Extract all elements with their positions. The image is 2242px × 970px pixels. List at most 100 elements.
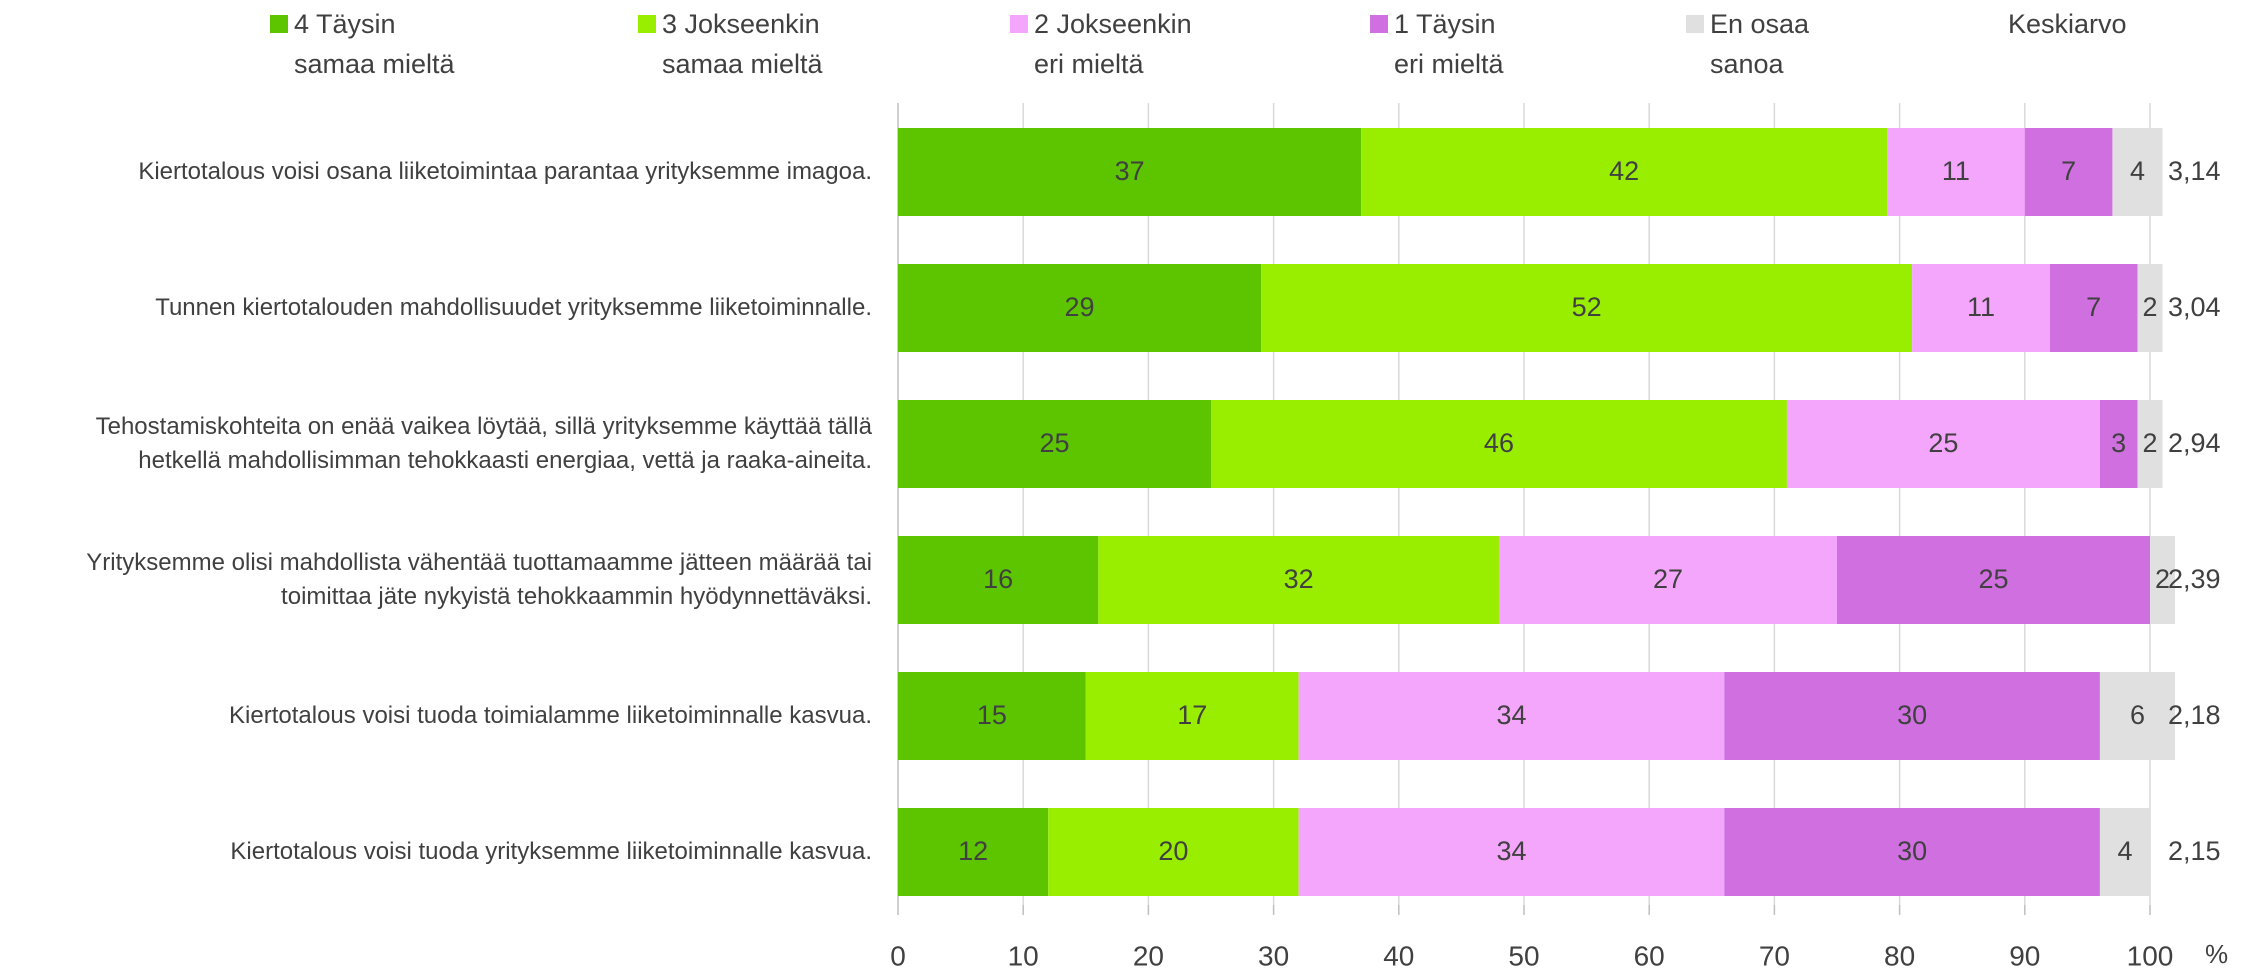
legend-label: 3 Jokseenkin samaa mieltä xyxy=(662,9,823,79)
category-label: Kiertotalous voisi tuoda yrityksemme lii… xyxy=(230,838,872,865)
bar-value-label: 3 xyxy=(2111,428,2126,458)
legend-label: 1 Täysin eri mieltä xyxy=(1394,9,1504,79)
bar-value-label: 20 xyxy=(1158,836,1188,866)
mean-label: 2,15 xyxy=(2168,836,2221,866)
bar-segment xyxy=(1498,536,1837,624)
x-tick-label: 40 xyxy=(1383,940,1414,970)
bar-segment xyxy=(898,264,1262,352)
mean-label: 2,18 xyxy=(2168,700,2221,730)
mean-label: 2,94 xyxy=(2168,428,2221,458)
bar-value-label: 4 xyxy=(2130,156,2145,186)
bar-value-label: 4 xyxy=(2117,836,2132,866)
mean-label: 3,04 xyxy=(2168,292,2221,322)
bar-value-label: 15 xyxy=(977,700,1007,730)
bar-segment xyxy=(1098,536,1499,624)
legend-item: 1 Täysin eri mieltä xyxy=(1370,4,1504,84)
legend-swatch xyxy=(270,15,288,33)
x-tick-label: 80 xyxy=(1884,940,1915,970)
bar-segment xyxy=(2049,264,2138,352)
category-label: Kiertotalous voisi osana liiketoimintaa … xyxy=(138,158,872,185)
x-tick-label: 30 xyxy=(1258,940,1289,970)
bar-value-label: 12 xyxy=(958,836,988,866)
bar-value-label: 34 xyxy=(1496,836,1526,866)
bar-value-label: 34 xyxy=(1496,700,1526,730)
bar-value-label: 25 xyxy=(1978,564,2008,594)
bar-value-label: 7 xyxy=(2086,292,2101,322)
bar-value-label: 16 xyxy=(983,564,1013,594)
legend-swatch xyxy=(1010,15,1028,33)
legend-item: Keskiarvo xyxy=(2008,9,2127,39)
bar-segment xyxy=(898,536,1099,624)
bar-segment xyxy=(2099,808,2150,896)
bar-segment xyxy=(1912,264,2050,352)
bar-value-label: 46 xyxy=(1484,428,1514,458)
legend-label: 4 Täysin samaa mieltä xyxy=(294,9,455,79)
bar-value-label: 52 xyxy=(1572,292,1602,322)
legend-swatch xyxy=(1370,15,1388,33)
bar-segment xyxy=(1298,808,1725,896)
category-label: Tunnen kiertotalouden mahdollisuudet yri… xyxy=(155,294,872,321)
bar-segment xyxy=(1298,672,1725,760)
legend-item: 4 Täysin samaa mieltä xyxy=(270,4,455,84)
x-axis-label: % xyxy=(2205,939,2228,969)
bar-value-label: 25 xyxy=(1928,428,1958,458)
x-tick-label: 90 xyxy=(2009,940,2040,970)
x-tick-label: 0 xyxy=(890,940,906,970)
bar-segment xyxy=(1887,128,2025,216)
bar-value-label: 30 xyxy=(1897,700,1927,730)
category-label: Tehostamiskohteita on enää vaikea löytää… xyxy=(95,413,872,474)
category-label: Yrityksemme olisi mahdollista vähentää t… xyxy=(86,549,872,610)
legend-swatch xyxy=(1686,15,1704,33)
bar-segment xyxy=(2150,536,2176,624)
bar-segment xyxy=(2137,400,2163,488)
x-tick-label: 10 xyxy=(1008,940,1039,970)
x-tick-label: 20 xyxy=(1133,940,1164,970)
bar-segment xyxy=(1724,808,2100,896)
legend-swatch xyxy=(638,15,656,33)
bar-value-label: 11 xyxy=(1942,156,1970,186)
x-tick-label: 100 xyxy=(2127,940,2174,970)
x-tick-label: 60 xyxy=(1634,940,1665,970)
bar-value-label: 17 xyxy=(1177,700,1207,730)
x-tick-label: 50 xyxy=(1508,940,1539,970)
bar-segment xyxy=(1261,264,1913,352)
bar-value-label: 2 xyxy=(2142,292,2157,322)
mean-label: 3,14 xyxy=(2168,156,2221,186)
legend-label: En osaa sanoa xyxy=(1710,9,1810,79)
bar-segment xyxy=(2112,128,2163,216)
bar-segment xyxy=(1837,536,2150,624)
bar-value-label: 2 xyxy=(2155,564,2170,594)
legend-item: En osaa sanoa xyxy=(1686,4,1809,84)
legend-item: 2 Jokseenkin eri mieltä xyxy=(1010,4,1192,84)
bar-value-label: 27 xyxy=(1653,564,1683,594)
mean-label: 2,39 xyxy=(2168,564,2221,594)
bar-value-label: 7 xyxy=(2061,156,2076,186)
bar-segment xyxy=(898,400,1211,488)
bar-segment xyxy=(2099,672,2176,760)
bar-value-label: 2 xyxy=(2142,428,2157,458)
category-label: Kiertotalous voisi tuoda toimialamme lii… xyxy=(229,702,872,729)
bar-segment xyxy=(898,128,1362,216)
bar-segment xyxy=(1048,808,1299,896)
bar-value-label: 32 xyxy=(1284,564,1314,594)
bar-segment xyxy=(1724,672,2100,760)
bar-segment xyxy=(1211,400,1787,488)
bar-segment xyxy=(2137,264,2163,352)
bar-segment xyxy=(898,808,1049,896)
legend-item: 3 Jokseenkin samaa mieltä xyxy=(638,4,823,84)
x-tick-label: 70 xyxy=(1759,940,1790,970)
bar-value-label: 42 xyxy=(1609,156,1639,186)
bar-value-label: 25 xyxy=(1039,428,1069,458)
bar-segment xyxy=(2099,400,2138,488)
bar-value-label: 11 xyxy=(1967,292,1995,322)
bar-value-label: 30 xyxy=(1897,836,1927,866)
bar-segment xyxy=(1361,128,1888,216)
bar-segment xyxy=(898,672,1086,760)
bar-value-label: 29 xyxy=(1065,292,1095,322)
bar-segment xyxy=(2024,128,2113,216)
legend-label: 2 Jokseenkin eri mieltä xyxy=(1034,9,1192,79)
bar-segment xyxy=(1085,672,1299,760)
bar-segment xyxy=(1786,400,2100,488)
